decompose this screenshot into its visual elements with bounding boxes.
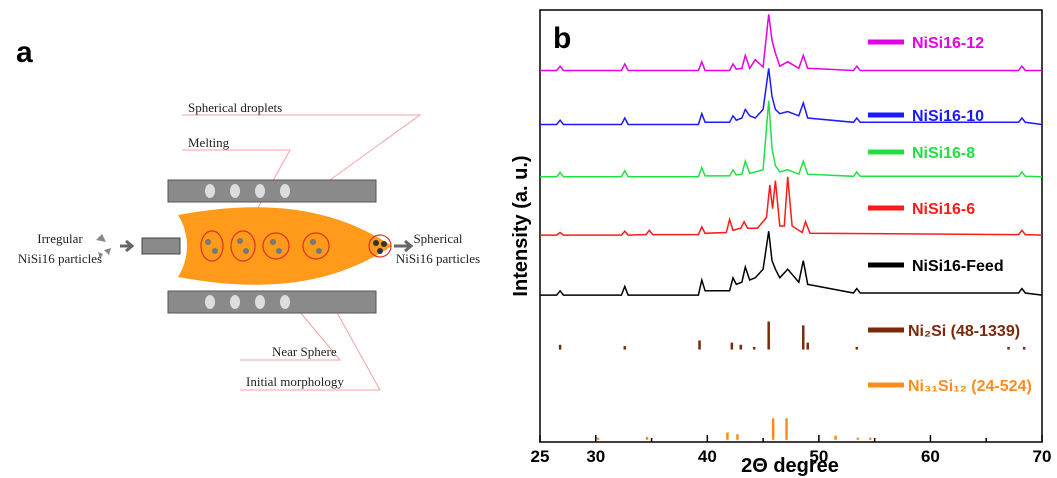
label: Melting (188, 135, 230, 150)
particle (310, 239, 316, 245)
xrd-line (540, 176, 1043, 236)
x-tick-label: 70 (1033, 447, 1052, 466)
product (368, 234, 392, 258)
particle (381, 241, 387, 247)
droplet (302, 232, 330, 260)
hole (230, 295, 240, 309)
label: Spherical (413, 231, 462, 246)
hole (280, 184, 290, 198)
hole (205, 295, 215, 309)
arrow (394, 239, 414, 253)
particle (237, 238, 243, 244)
legend-label: Ni₃₁Si₁₂ (24-524) (908, 378, 1032, 395)
electrode (167, 179, 377, 203)
label: Irregular (37, 231, 83, 246)
label: Near Sphere (272, 344, 337, 359)
plot-frame (539, 9, 1043, 443)
particle (243, 248, 249, 254)
arrow (120, 239, 135, 253)
legend-label: NiSi16-6 (912, 201, 975, 218)
particle (377, 248, 383, 254)
irregular-particles (96, 234, 111, 259)
hole (255, 184, 265, 198)
xrd-line (540, 14, 1042, 72)
legend-label: NiSi16-Feed (912, 258, 1004, 275)
feed-tube (141, 237, 181, 255)
leader-line (240, 299, 381, 391)
label: NiSi16 particles (396, 251, 480, 266)
x-tick-label: 60 (921, 447, 940, 466)
particle (373, 240, 379, 246)
hole (280, 295, 290, 309)
xrd-line (540, 100, 1043, 178)
legend-label: NiSi16-10 (912, 108, 984, 125)
x-tick-label: 25 (531, 447, 550, 466)
legend-label: NiSi16-12 (912, 35, 984, 52)
panel-label: a (16, 36, 33, 69)
leader-line (240, 299, 342, 361)
panel-label: b (553, 22, 571, 55)
particle (205, 239, 211, 245)
legend-label: Ni₂Si (48-1339) (908, 323, 1020, 340)
x-tick-label: 40 (698, 447, 717, 466)
hole (255, 295, 265, 309)
xrd-line (540, 68, 1043, 126)
droplet (200, 230, 224, 262)
x-tick-label: 50 (809, 447, 828, 466)
label: Spherical droplets (188, 100, 282, 115)
particle (316, 248, 322, 254)
x-axis-label: 2Θ degree (741, 455, 839, 477)
label: Initial morphology (246, 374, 344, 389)
hole (205, 184, 215, 198)
particle (270, 239, 276, 245)
particle (276, 248, 282, 254)
label: NiSi16 particles (18, 251, 102, 266)
legend-label: NiSi16-8 (912, 145, 975, 162)
panel-a: a (16, 36, 480, 391)
leader-line (182, 114, 422, 181)
droplet (230, 230, 256, 262)
x-tick-label: 30 (586, 447, 605, 466)
hole (230, 184, 240, 198)
plasma-flame (178, 207, 392, 285)
droplet (262, 232, 290, 260)
electrode (167, 290, 377, 314)
y-axis-label: Intensity (a. u.) (510, 155, 532, 296)
particle (212, 248, 218, 254)
xrd-line (540, 231, 1043, 296)
panel-b: b 2Θ degree Intensity (a. u.) 25 30 40 50 60… (510, 9, 1052, 477)
